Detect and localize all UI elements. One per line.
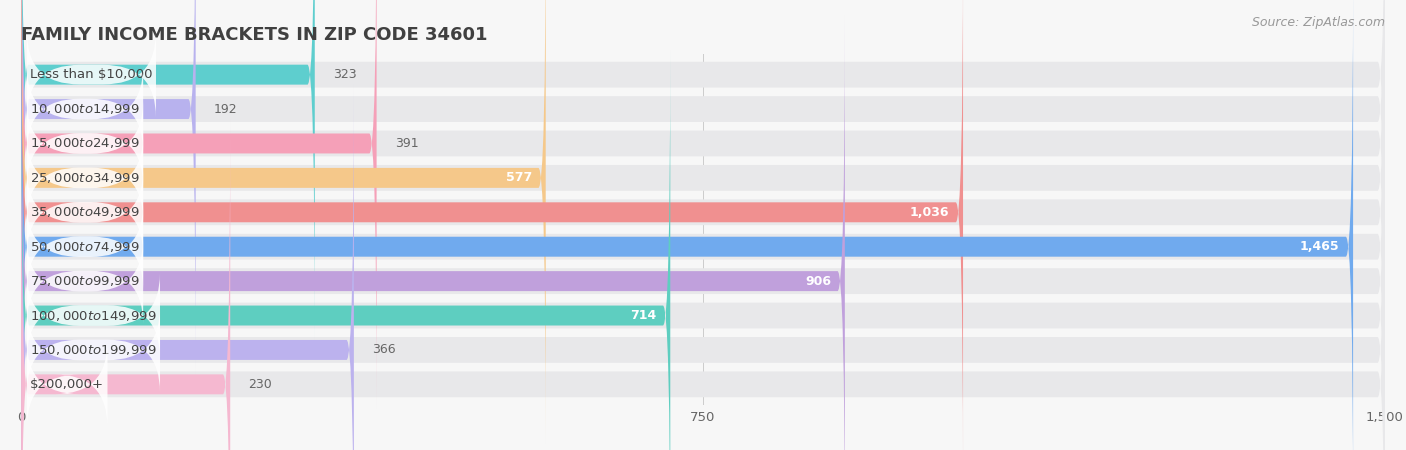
FancyBboxPatch shape — [21, 119, 231, 450]
FancyBboxPatch shape — [21, 16, 845, 450]
Text: $25,000 to $34,999: $25,000 to $34,999 — [30, 171, 139, 185]
FancyBboxPatch shape — [21, 0, 963, 450]
FancyBboxPatch shape — [21, 0, 315, 340]
FancyBboxPatch shape — [21, 85, 354, 450]
Text: Source: ZipAtlas.com: Source: ZipAtlas.com — [1251, 16, 1385, 29]
FancyBboxPatch shape — [21, 0, 546, 443]
Text: $100,000 to $149,999: $100,000 to $149,999 — [30, 309, 156, 323]
FancyBboxPatch shape — [21, 0, 1385, 406]
FancyBboxPatch shape — [21, 53, 1385, 450]
FancyBboxPatch shape — [21, 0, 1353, 450]
Text: $150,000 to $199,999: $150,000 to $199,999 — [30, 343, 156, 357]
Text: 230: 230 — [249, 378, 273, 391]
Text: 577: 577 — [506, 171, 531, 184]
FancyBboxPatch shape — [21, 88, 1385, 450]
FancyBboxPatch shape — [21, 0, 1385, 371]
FancyBboxPatch shape — [21, 0, 1385, 440]
Text: 323: 323 — [333, 68, 357, 81]
FancyBboxPatch shape — [21, 0, 1385, 450]
Text: $15,000 to $24,999: $15,000 to $24,999 — [30, 136, 139, 150]
Text: 714: 714 — [630, 309, 657, 322]
Text: 192: 192 — [214, 103, 238, 116]
Text: 1,036: 1,036 — [910, 206, 949, 219]
FancyBboxPatch shape — [21, 0, 1385, 337]
FancyBboxPatch shape — [21, 0, 1385, 450]
Text: 906: 906 — [806, 274, 831, 288]
Text: FAMILY INCOME BRACKETS IN ZIP CODE 34601: FAMILY INCOME BRACKETS IN ZIP CODE 34601 — [21, 26, 488, 44]
Text: $35,000 to $49,999: $35,000 to $49,999 — [30, 205, 139, 219]
FancyBboxPatch shape — [21, 19, 1385, 450]
Text: Less than $10,000: Less than $10,000 — [30, 68, 153, 81]
FancyBboxPatch shape — [21, 0, 377, 409]
Text: $75,000 to $99,999: $75,000 to $99,999 — [30, 274, 139, 288]
FancyBboxPatch shape — [21, 50, 671, 450]
Text: 1,465: 1,465 — [1299, 240, 1340, 253]
Text: $200,000+: $200,000+ — [30, 378, 104, 391]
Text: $10,000 to $14,999: $10,000 to $14,999 — [30, 102, 139, 116]
FancyBboxPatch shape — [21, 0, 195, 374]
FancyBboxPatch shape — [21, 122, 1385, 450]
Text: 366: 366 — [373, 343, 395, 356]
Text: 391: 391 — [395, 137, 419, 150]
Text: $50,000 to $74,999: $50,000 to $74,999 — [30, 240, 139, 254]
